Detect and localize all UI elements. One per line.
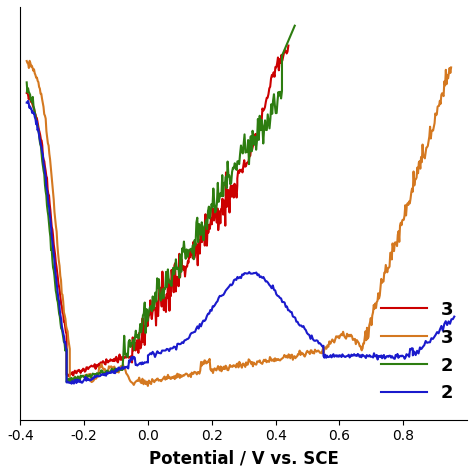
3 xyxy=(69,376,74,382)
3 xyxy=(24,58,29,64)
2 xyxy=(292,23,298,28)
2 xyxy=(69,381,74,386)
Line: 2: 2 xyxy=(27,26,295,382)
3 xyxy=(145,383,151,389)
2 xyxy=(410,353,416,358)
3 xyxy=(370,310,376,315)
3 xyxy=(24,90,29,96)
2 xyxy=(141,360,146,366)
2 xyxy=(451,314,457,319)
3 xyxy=(365,336,371,341)
3 xyxy=(285,43,291,48)
2 xyxy=(178,269,184,274)
2 xyxy=(64,379,69,385)
3 xyxy=(282,47,288,53)
2 xyxy=(390,355,396,360)
Line: 3: 3 xyxy=(27,46,288,376)
3 xyxy=(145,323,150,329)
Legend: 3, 3, 2, 2: 3, 3, 2, 2 xyxy=(382,301,454,402)
3 xyxy=(273,64,279,70)
2 xyxy=(237,151,243,157)
2 xyxy=(144,360,149,365)
Line: 2: 2 xyxy=(27,101,454,383)
X-axis label: Potential / V vs. SCE: Potential / V vs. SCE xyxy=(149,449,338,467)
3 xyxy=(163,295,168,301)
2 xyxy=(259,117,264,123)
3 xyxy=(65,373,71,379)
2 xyxy=(24,80,29,85)
3 xyxy=(35,78,40,84)
3 xyxy=(133,379,139,384)
3 xyxy=(405,201,410,206)
2 xyxy=(244,149,249,155)
2 xyxy=(57,314,63,319)
2 xyxy=(65,378,71,384)
2 xyxy=(24,100,29,106)
3 xyxy=(448,64,454,70)
2 xyxy=(54,279,59,285)
3 xyxy=(92,361,98,367)
2 xyxy=(68,380,73,385)
3 xyxy=(27,58,32,64)
3 xyxy=(176,251,182,256)
Line: 3: 3 xyxy=(27,61,451,386)
2 xyxy=(25,98,31,104)
